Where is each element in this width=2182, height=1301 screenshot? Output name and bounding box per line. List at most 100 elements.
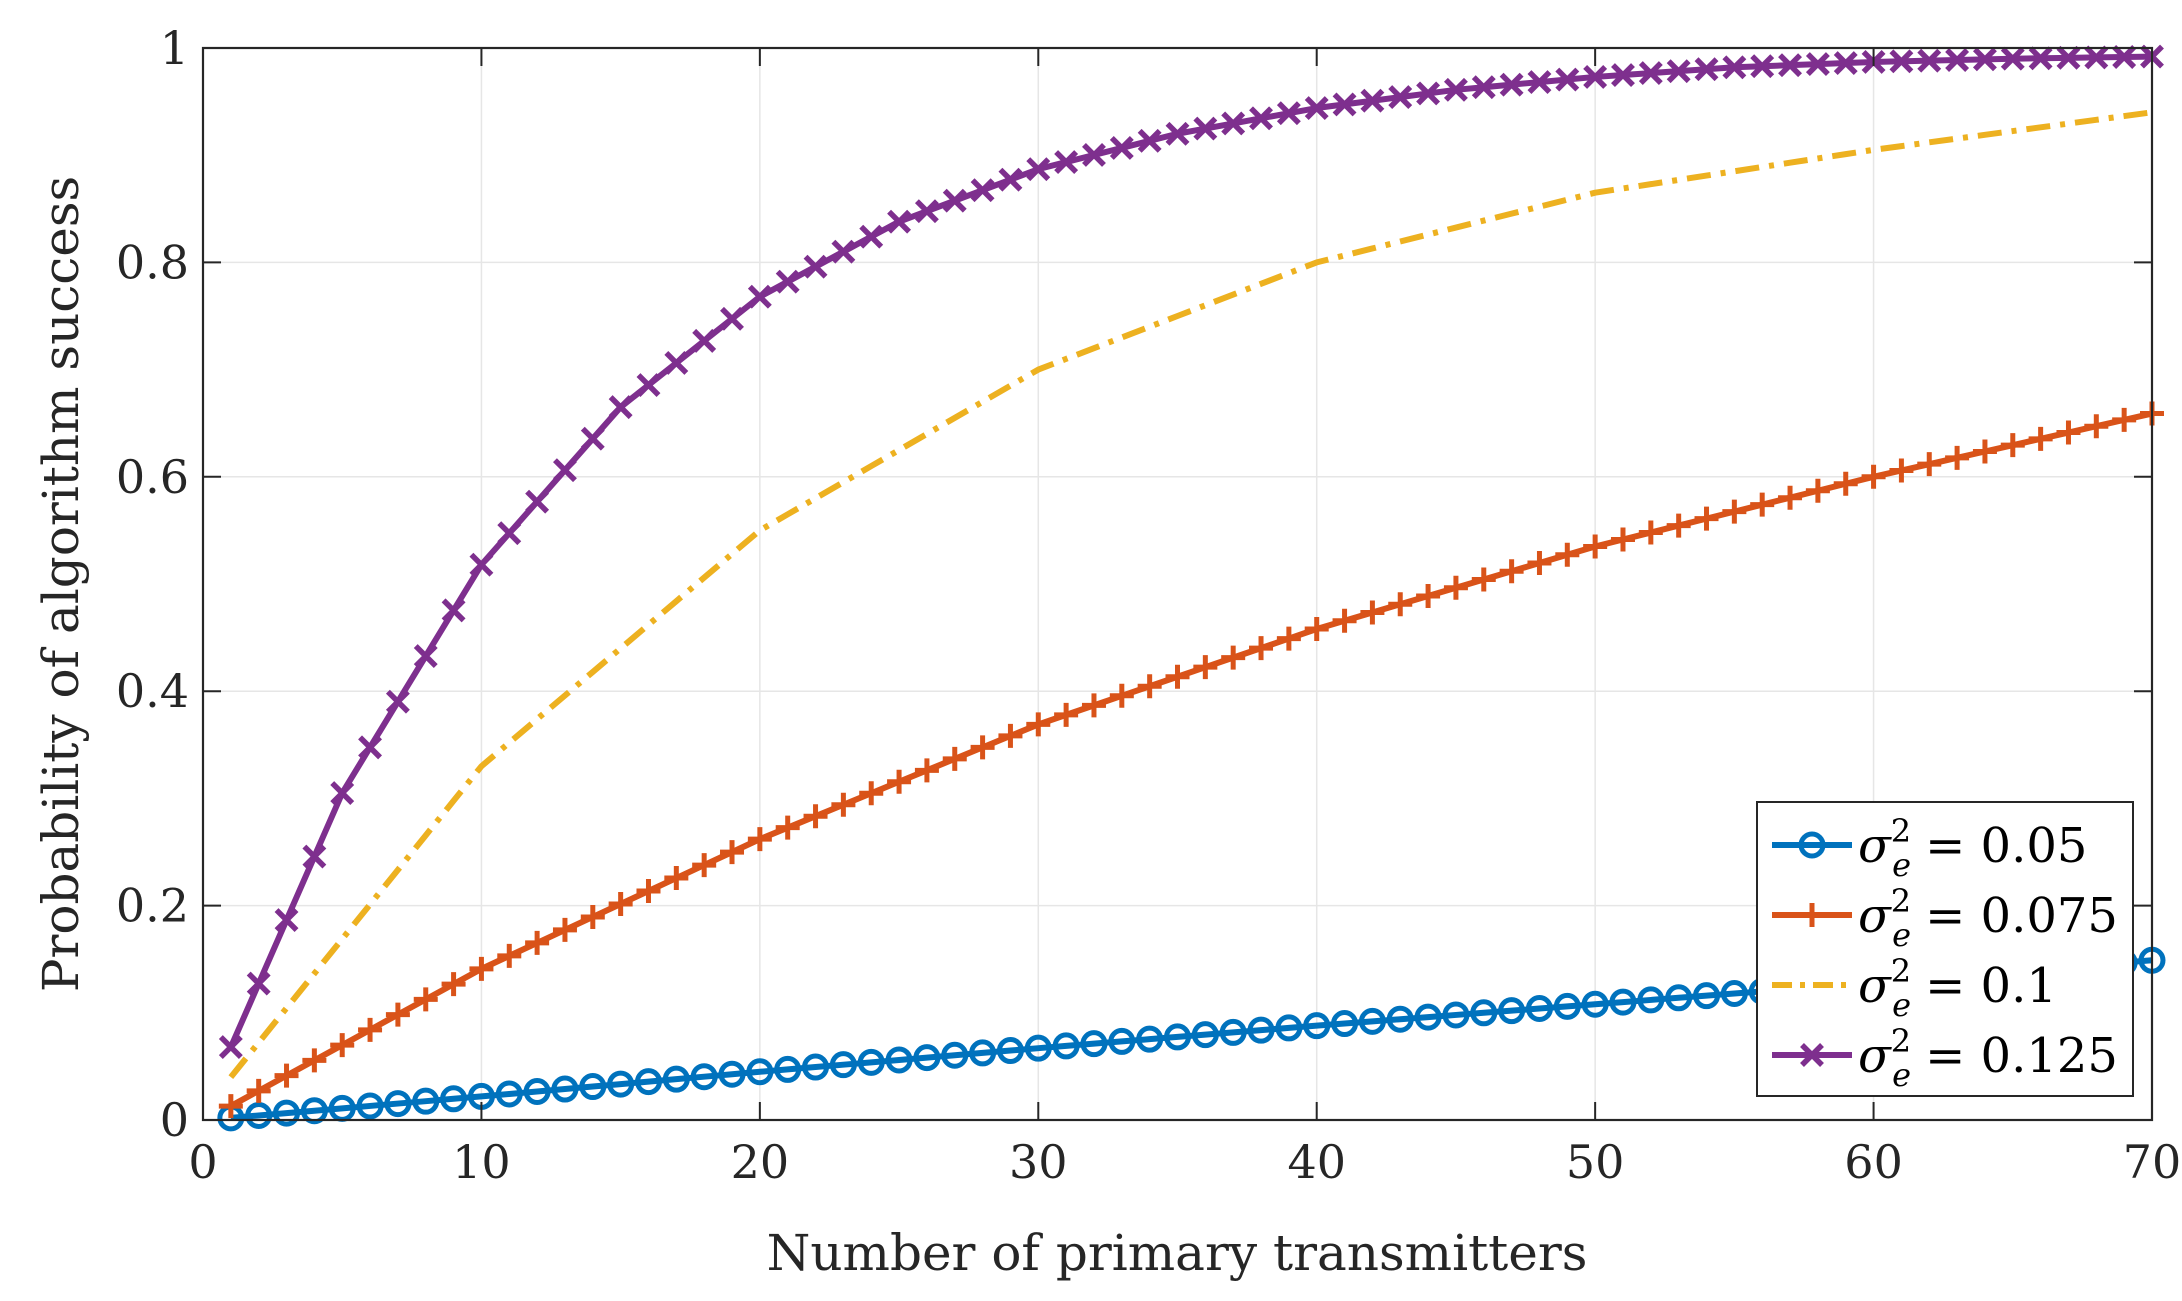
y-tick-label: 1 [160, 21, 189, 75]
data-point [1193, 655, 1218, 680]
data-point [1889, 49, 1914, 74]
data-point [1249, 636, 1274, 661]
data-point [1917, 452, 1942, 477]
data-point [1332, 92, 1357, 117]
series-line [228, 109, 2153, 1080]
data-point [859, 781, 884, 806]
data-point [1694, 57, 1719, 82]
data-point [1722, 499, 1747, 524]
data-point [580, 904, 605, 929]
data-point [1471, 75, 1496, 100]
data-point [469, 956, 494, 981]
data-point [607, 1070, 635, 1098]
data-point [914, 199, 939, 224]
data-point [1665, 984, 1693, 1012]
legend-label: σ2 e = 0.125 [1858, 1022, 2118, 1094]
data-point [829, 1051, 857, 1079]
data-point [1889, 458, 1914, 483]
series-2 [218, 401, 2164, 1119]
data-point [1052, 1032, 1080, 1060]
series-line [229, 410, 2153, 1109]
data-point [802, 1053, 830, 1081]
data-point [1081, 693, 1106, 718]
data-point [887, 209, 912, 234]
data-point [1276, 626, 1301, 651]
data-point [1722, 55, 1747, 80]
data-point [1581, 990, 1609, 1018]
data-point [441, 972, 466, 997]
data-point [1527, 70, 1552, 95]
data-point [385, 1002, 410, 1027]
data-point [1109, 683, 1134, 708]
data-point [1945, 445, 1970, 470]
data-point [1778, 53, 1802, 78]
x-tick-label: 20 [731, 1135, 790, 1189]
data-point [1972, 439, 1997, 464]
data-point [718, 1060, 746, 1088]
data-point [1611, 63, 1635, 87]
data-point [859, 224, 884, 249]
data-point [1666, 513, 1691, 538]
data-point [1221, 645, 1246, 670]
data-point [358, 1017, 383, 1042]
data-point [720, 306, 744, 331]
data-point [358, 735, 383, 760]
legend-label: σ2 e = 0.05 [1858, 812, 2087, 884]
data-point [1972, 47, 1997, 72]
data-point [246, 971, 271, 996]
data-point [664, 351, 689, 375]
data-point [1637, 986, 1665, 1014]
data-point [523, 1077, 551, 1105]
legend-entry-4: σ2 e = 0.125 [1772, 1022, 2118, 1094]
data-point [1165, 664, 1190, 689]
data-point [970, 178, 995, 203]
data-point [1583, 64, 1608, 89]
data-point [1054, 702, 1079, 727]
data-point [469, 552, 494, 577]
data-point [1136, 1025, 1164, 1053]
data-point [774, 1055, 802, 1083]
data-point [775, 269, 800, 294]
data-point [1694, 506, 1719, 531]
data-point [747, 284, 772, 309]
x-tick-label: 70 [2123, 1135, 2182, 1189]
data-point [1833, 471, 1858, 496]
data-point [969, 1039, 997, 1067]
data-point [1693, 982, 1721, 1010]
data-point [2112, 45, 2137, 69]
data-point [1638, 520, 1663, 545]
data-point [218, 1035, 243, 1060]
data-point [1416, 584, 1441, 609]
data-point [300, 1097, 328, 1125]
data-point [690, 1063, 718, 1091]
data-point [330, 781, 355, 805]
data-point [1164, 1023, 1191, 1051]
data-point [775, 815, 800, 840]
data-point [2000, 46, 2025, 71]
data-point [579, 1073, 607, 1101]
data-point [1750, 492, 1775, 517]
legend-label: σ2 e = 0.075 [1858, 882, 2118, 954]
data-point [1750, 54, 1775, 79]
data-point [1805, 478, 1830, 503]
series-3 [228, 109, 2153, 1080]
data-point [1555, 542, 1580, 567]
data-point [274, 908, 299, 933]
data-point [2056, 420, 2081, 445]
data-point [1080, 1030, 1108, 1058]
data-point [2084, 414, 2109, 439]
data-point [1191, 1021, 1219, 1049]
data-point [1525, 995, 1553, 1023]
series-4 [218, 44, 2164, 1060]
data-point [552, 917, 577, 942]
data-point [2056, 45, 2081, 70]
data-point [608, 891, 633, 916]
data-point [998, 167, 1023, 192]
data-point [857, 1048, 885, 1076]
data-point [914, 758, 939, 783]
data-point [1442, 1001, 1470, 1029]
data-point [274, 1063, 299, 1088]
data-point [1499, 72, 1524, 97]
